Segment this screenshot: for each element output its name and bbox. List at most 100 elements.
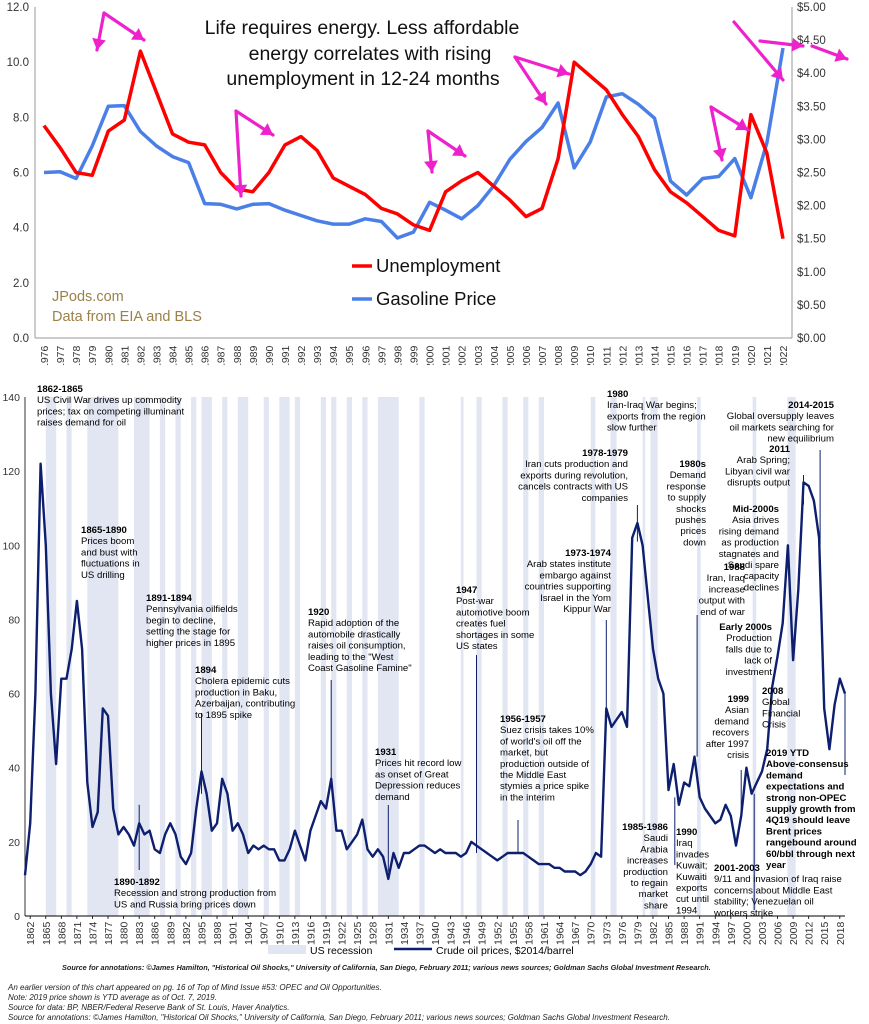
annotation-line: rangebound around [766, 838, 857, 849]
chart-title-line-3: unemployment in 12-24 months [226, 68, 499, 90]
year-tick-label: 1981 [119, 345, 131, 365]
oil-x-tick-label: 1967 [570, 921, 582, 945]
annotation-line: embargo against [540, 570, 612, 581]
annotation-line: 1994 [676, 905, 698, 916]
year-tick-label: 1994 [328, 345, 340, 365]
annotation-line: production outside of [500, 759, 589, 770]
oil-x-tick-label: 2015 [819, 921, 831, 945]
annotation-line: Demand [670, 470, 706, 481]
recession-bar [191, 397, 197, 916]
trend-arrow-head [556, 64, 569, 78]
recession-bar [476, 397, 482, 916]
oil-x-tick-label: 1877 [103, 921, 115, 945]
left-tick-label: 8.0 [13, 112, 29, 124]
legend-gasoline-label: Gasoline Price [376, 288, 496, 309]
annotation-line: automotive boom [456, 607, 530, 618]
year-tick-label: 2004 [489, 345, 501, 365]
trend-arrow-head [834, 48, 847, 62]
annotation-a1985: 1985-1986SaudiArabiaincreasesproductiont… [622, 822, 669, 911]
unemployment-line [42, 49, 785, 240]
annotation-line: Financial [762, 708, 800, 719]
oil-x-tick-label: 1958 [523, 921, 535, 945]
annotation-line: Kuwaiti [676, 872, 707, 883]
annotation-heading: 1931 [375, 747, 397, 758]
oil-y-tick-label: 100 [2, 540, 20, 552]
year-tick-label: 1990 [264, 345, 276, 365]
annotation-line: fluctuations in [81, 559, 140, 570]
annotation-line: recovers [712, 728, 749, 739]
annotation-line: shortages in some [456, 630, 534, 641]
annotation-line: raises oil consumption, [308, 641, 406, 652]
recession-bar [610, 397, 617, 916]
gas-unemployment-chart: 0.02.04.06.08.010.012.0 $0.00$0.50$1.00$… [7, 2, 849, 365]
annotation-line: falls due to [726, 644, 772, 655]
year-tick-label: 1993 [312, 345, 324, 365]
year-tick-label: 2015 [666, 345, 678, 365]
year-tick-label: 1985 [184, 345, 196, 365]
annotation-line: increase [709, 584, 745, 595]
trend-arrow-head [233, 184, 248, 196]
year-tick-label: 2013 [633, 345, 645, 365]
oil-x-tick-label: 1940 [430, 921, 442, 945]
annotation-line: automobile drastically [308, 629, 400, 640]
left-tick-label: 12.0 [7, 2, 29, 14]
annotation-line: as onset of Great [375, 769, 449, 780]
left-tick-label: 4.0 [13, 223, 29, 235]
recession-bar [787, 397, 796, 916]
recession-bar [263, 397, 269, 916]
annotation-a1990: 1990IraqinvadesKuwait;Kuwaitiexportscut … [676, 827, 709, 916]
annotation-line: 4Q19 should leave [766, 815, 850, 826]
annotation-line: exports [676, 883, 708, 894]
oil-x-tick-label: 1970 [586, 921, 598, 945]
annotation-line: Kippur War [563, 604, 611, 615]
year-tick-label: 1986 [200, 345, 212, 365]
annotation-line: rising demand [719, 526, 779, 537]
annotation-heading: 1865-1890 [81, 525, 127, 536]
annotation-line: output with [699, 596, 745, 607]
year-tick-label: 2009 [569, 345, 581, 365]
annotation-heading: 1985-1986 [622, 822, 668, 833]
right-tick-label: $0.00 [797, 333, 826, 345]
annotation-line: investment [726, 667, 773, 678]
annotation-line: end of war [700, 607, 746, 618]
annotation-line: Libyan civil war [725, 466, 791, 477]
oil-x-tick-label: 1997 [726, 921, 738, 945]
oil-chart-axes: 0 20 40 60 80 100 120 140 1862 1865 1868 1871 1874 18… [2, 392, 846, 945]
annotation-heading: 1891-1894 [146, 593, 193, 604]
right-tick-label: $1.00 [797, 267, 826, 279]
annotation-line: Global oversupply leaves [727, 411, 834, 422]
annotation-line: Azerbaijan, contributing [195, 699, 295, 710]
year-tick-label: 1988 [232, 345, 244, 365]
oil-x-tick-label: 1973 [601, 921, 613, 945]
annotation-line: Global [762, 697, 790, 708]
recession-bar [331, 397, 337, 916]
recession-bar [87, 397, 119, 916]
year-tick-label: 1991 [280, 345, 292, 365]
annotation-line: expectations and [766, 782, 845, 793]
annotation-leaders [138, 450, 846, 910]
annotation-heading: 1890-1892 [114, 877, 160, 888]
oil-x-tick-label: 1919 [321, 921, 333, 945]
year-tick-label: 1982 [135, 345, 147, 365]
right-axis: $0.00 $0.50 $1.00 $1.50 $2.00 $2.50 $3.00 $3.50… [791, 2, 826, 345]
year-tick-label: 1992 [296, 345, 308, 365]
annotation-line: Saudi [643, 833, 668, 844]
year-tick-label: 1980 [103, 345, 115, 365]
annotation-heading: 1956-1957 [500, 714, 546, 725]
year-tick-label: 1998 [392, 345, 404, 365]
oil-x-tick-label: 1907 [259, 921, 271, 945]
annotation-line: Suez crisis takes 10% [500, 725, 594, 736]
year-tick-label: 2020 [746, 345, 758, 365]
recession-bar [523, 397, 529, 916]
trend-arrow-head [260, 123, 273, 135]
oil-x-tick-label: 1880 [119, 921, 131, 945]
recession-bar [502, 397, 508, 916]
annotation-heading: 1920 [308, 607, 329, 618]
trend-arrow-head [424, 160, 438, 172]
